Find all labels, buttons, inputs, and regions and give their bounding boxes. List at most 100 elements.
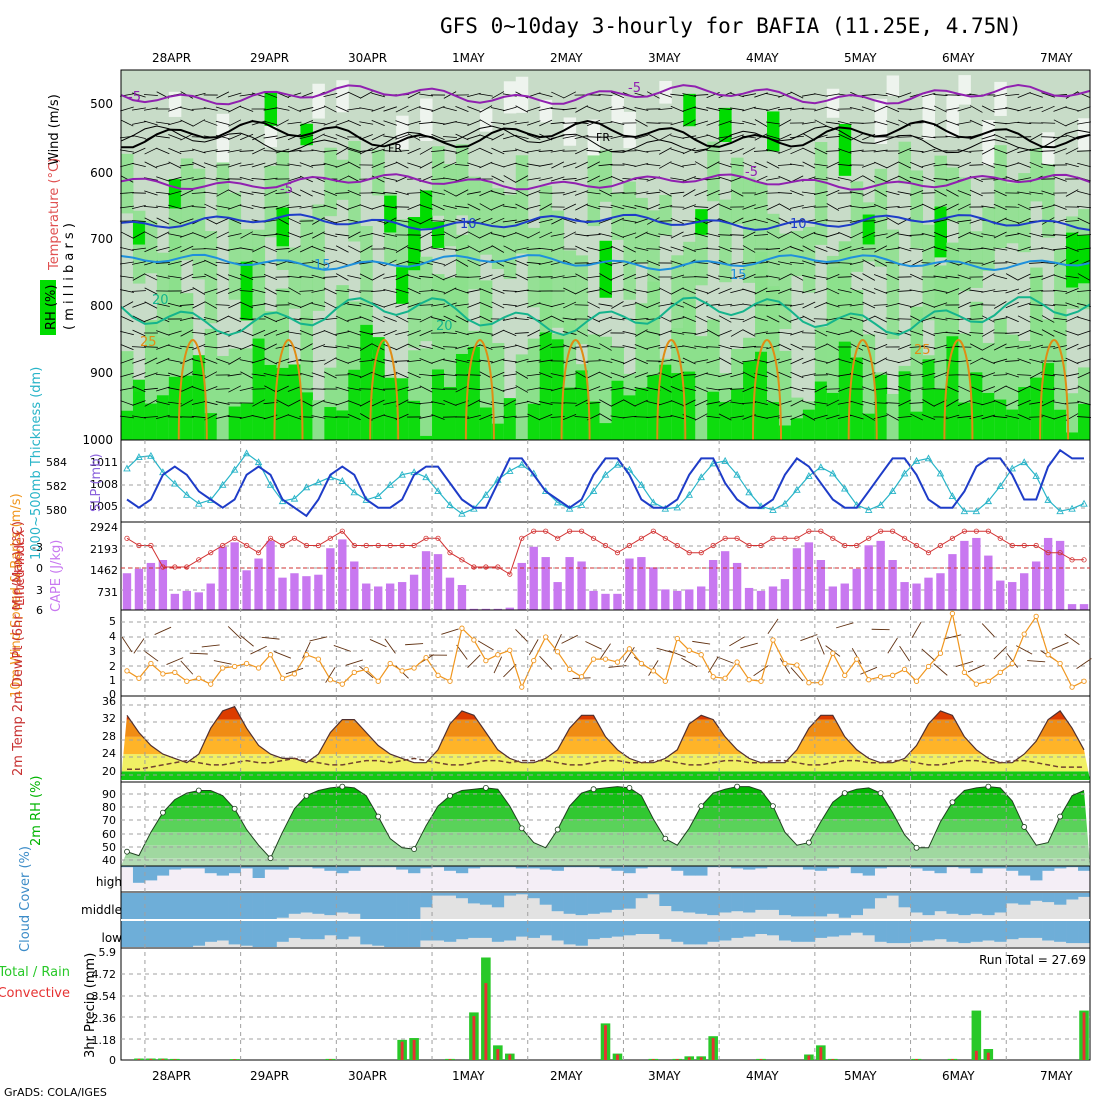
upper-wind-barb <box>335 289 350 293</box>
upper-wind-barb <box>598 247 613 251</box>
rh2-panel: 90 80 70 60 50 40 2m RH (%) <box>29 775 1091 867</box>
upper-wind-barb <box>455 288 469 294</box>
upper-wind-barb <box>263 177 278 181</box>
wind10-point <box>267 652 274 658</box>
lifted-point <box>818 528 824 534</box>
rh2-area <box>121 786 1090 866</box>
rh2-tick: 60 <box>102 828 116 841</box>
upper-wind-barb <box>598 371 613 379</box>
wind10-barb <box>250 645 267 655</box>
precip-conv-bar <box>448 1059 452 1060</box>
wind10-barb <box>993 646 1008 660</box>
wind10-point <box>818 680 824 686</box>
upper-wind-barb <box>502 120 517 126</box>
upper-wind-barb <box>311 388 326 390</box>
wind10-point <box>363 666 369 673</box>
thickness-point <box>900 469 909 477</box>
upper-wind-barb <box>228 119 242 127</box>
thickness-point <box>266 480 275 488</box>
cloud-low-bar <box>982 921 995 941</box>
rh-band <box>156 252 170 371</box>
upper-wind-barb <box>515 260 529 266</box>
upper-wind-barb <box>228 385 242 393</box>
upper-wind-barb <box>718 357 732 365</box>
cloud-high-bar <box>946 866 959 868</box>
upper-wind-barb <box>323 301 337 309</box>
upper-wind-barb <box>921 232 936 238</box>
upper-wind-barb <box>491 329 505 337</box>
lifted-point <box>1009 542 1015 549</box>
upper-axis-title: ( m i l l i b a r s ) <box>62 223 77 330</box>
upper-wind-barb <box>263 245 278 253</box>
upper-wind-barb <box>981 357 995 365</box>
upper-wind-barb <box>993 203 1007 211</box>
upper-wind-barb <box>251 162 266 168</box>
upper-wind-barb <box>694 148 709 154</box>
upper-wind-barb <box>575 105 588 113</box>
rh2-point <box>1021 824 1028 830</box>
upper-wind-barb <box>921 372 936 378</box>
upper-wind-barb <box>874 371 888 379</box>
upper-wind-barb <box>802 231 816 239</box>
upper-wind-barb <box>861 220 876 222</box>
upper-wind-barb <box>897 136 912 138</box>
wind10-barb <box>384 638 396 654</box>
upper-wind-barb <box>826 343 840 351</box>
upper-wind-barb <box>765 248 780 250</box>
upper-wind-barb <box>216 273 230 281</box>
rh-band <box>802 409 816 440</box>
wind10-point <box>674 635 680 642</box>
upper-wind-barb <box>802 161 816 169</box>
upper-wind-barb <box>718 162 732 168</box>
upper-wind-barb <box>1053 204 1067 210</box>
upper-wind-barb <box>910 413 924 421</box>
upper-wind-barb <box>407 359 422 363</box>
upper-wind-barb <box>622 163 637 167</box>
upper-wind-barb <box>586 106 601 112</box>
upper-wind-barb <box>538 359 553 363</box>
upper-wind-barb <box>347 317 362 321</box>
upper-wind-barb <box>550 246 565 252</box>
upper-wind-barb <box>622 345 637 349</box>
upper-wind-barb <box>192 260 206 266</box>
upper-wind-barb <box>168 147 182 155</box>
upper-wind-barb <box>586 344 601 350</box>
wind10-barb <box>227 626 242 640</box>
upper-wind-barb <box>442 331 457 335</box>
upper-wind-barb <box>958 287 971 295</box>
upper-wind-barb <box>1005 162 1020 168</box>
upper-wind-barb <box>335 134 350 140</box>
upper-wind-barb <box>490 346 505 348</box>
upper-wind-barb <box>682 93 697 97</box>
rh-band <box>420 98 433 142</box>
cloud-mid-bar <box>695 893 708 914</box>
upper-wind-barb <box>359 273 373 281</box>
upper-wind-barb <box>838 231 852 239</box>
upper-wind-barb <box>610 120 625 126</box>
upper-wind-barb <box>1029 262 1044 264</box>
rh-band <box>659 364 672 440</box>
upper-wind-barb <box>706 373 721 377</box>
upper-wind-barb <box>777 261 792 265</box>
cape-tick: 731 <box>97 586 118 599</box>
upper-wind-barb <box>837 177 852 181</box>
upper-wind-barb <box>777 192 792 194</box>
cape-bar <box>266 540 275 610</box>
wind10-barb <box>239 634 254 647</box>
cape-bar <box>469 608 479 610</box>
cape-bar <box>134 568 144 610</box>
upper-wind-barb <box>694 134 709 140</box>
rh-band <box>515 354 529 440</box>
upper-wind-barb <box>933 150 948 152</box>
cloud-low-bar <box>695 921 708 945</box>
upper-wind-barb <box>180 399 194 407</box>
upper-wind-barb <box>837 331 852 335</box>
upper-wind-barb <box>897 233 912 237</box>
upper-wind-barb <box>766 315 780 323</box>
upper-wind-barb <box>455 147 469 155</box>
wind10-point <box>626 646 633 652</box>
cloud-high-bar <box>288 866 301 868</box>
upper-wind-barb <box>216 91 230 99</box>
upper-wind-barb <box>526 248 541 250</box>
upper-wind-barb <box>1065 357 1079 365</box>
